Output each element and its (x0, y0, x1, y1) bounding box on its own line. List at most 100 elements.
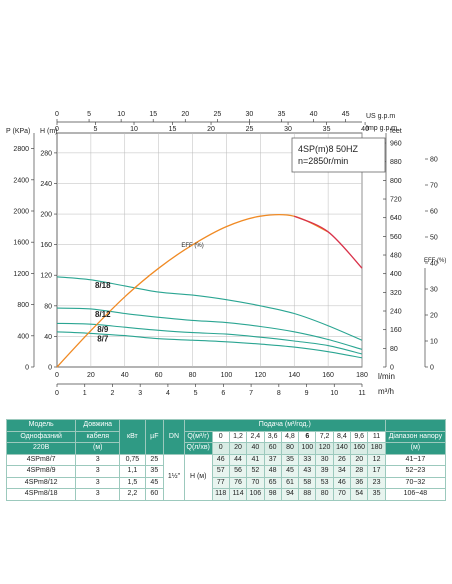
head-value: 20 (350, 453, 369, 466)
feet-tick-label: 160 (390, 327, 402, 334)
curve-8-12 (56, 307, 363, 350)
imp-gpm-tick-label: 10 (130, 126, 138, 133)
feet-tick-label: 560 (390, 234, 402, 241)
q-m3h-value: 1,2 (228, 430, 248, 443)
flow-m3h-tick-label: 1 (83, 390, 87, 397)
head-tick-label: 200 (40, 212, 52, 219)
imp-gpm-tick-label: 40 (361, 126, 369, 133)
head-value: 12 (367, 453, 386, 466)
curve-label-8-18: 8/18 (95, 281, 111, 290)
curve-8-18 (56, 276, 363, 341)
feet-tick-label: 720 (390, 197, 402, 204)
head-value: 44 (228, 453, 248, 466)
feet-tick-label: 240 (390, 309, 402, 316)
efficiency-tick-label: 50 (430, 235, 438, 242)
header-row-1: Модель Довжина кВт µF DN Подача (м³/год.… (5, 419, 447, 455)
feet-tick-label: 80 (390, 346, 398, 353)
flow-m3h-tick-label: 4 (166, 390, 170, 397)
pressure-axis-label: P (KPa) (6, 128, 30, 135)
flow-lmin-tick-label: 0 (55, 372, 59, 379)
pressure-tick-label: 2000 (13, 209, 29, 216)
header-row-3: 220В (м) Q(л/хв) 0 20 40 60 80 100 120 1… (5, 442, 447, 455)
q-lmin-value: 40 (246, 442, 265, 455)
cable-cell: 3 (75, 488, 121, 501)
imp-gpm-label: Imp g.p.m (366, 125, 397, 132)
q-lmin-value: 0 (211, 442, 230, 455)
flow-m3h-tick-label: 10 (330, 390, 338, 397)
model-cell: 4SPm8/12 (5, 476, 77, 489)
head-range-cell: 52~23 (384, 465, 447, 478)
us-gpm-tick-label: 0 (55, 111, 59, 118)
flow-m3h-tick-label: 2 (111, 390, 115, 397)
axes: 0 5 10 15 20 25 30 35 40 450 5 10 15 20 25 30 35 40040080… (13, 111, 437, 397)
imp-gpm-tick-label: 5 (94, 126, 98, 133)
feet-tick-label: 640 (390, 215, 402, 222)
flow-m3h-tick-label: 3 (138, 390, 142, 397)
q-lmin-value: 180 (367, 442, 386, 455)
head-value: 57 (211, 465, 230, 478)
efficiency-tick-label: 30 (430, 287, 438, 294)
q-lmin-value: 20 (228, 442, 248, 455)
imp-gpm-tick-label: 15 (169, 126, 177, 133)
head-value: 23 (367, 476, 386, 489)
voltage-header: 220В (5, 442, 77, 455)
q-m3h-value: 8,4 (332, 430, 352, 443)
imp-gpm-tick-label: 35 (323, 126, 331, 133)
us-gpm-tick-label: 35 (278, 111, 286, 118)
head-value: 61 (280, 476, 300, 489)
uf-cell: 35 (144, 465, 165, 478)
us-gpm-tick-label: 10 (117, 111, 125, 118)
q-lmin-value: 120 (315, 442, 334, 455)
head-tick-label: 240 (40, 181, 52, 188)
q-m3h-value: 6 (298, 430, 317, 443)
curve-label-8-12: 8/12 (95, 310, 111, 319)
head-value: 106 (246, 488, 265, 501)
feet-tick-label: 960 (390, 141, 402, 148)
head-value: 46 (211, 453, 230, 466)
imp-gpm-tick-label: 0 (55, 126, 59, 133)
head-value: 114 (228, 488, 248, 501)
feet-tick-label: 0 (390, 365, 394, 372)
specification-table: Модель Довжина кВт µF DN Подача (м³/год.… (5, 419, 447, 501)
model-header: Модель (5, 419, 77, 432)
q-m3h-value: 9,6 (350, 430, 369, 443)
feet-tick-label: 800 (390, 178, 402, 185)
uf-cell: 60 (144, 488, 165, 501)
q-lmin-value: 160 (350, 442, 369, 455)
us-gpm-tick-label: 20 (181, 111, 189, 118)
imp-gpm-tick-label: 20 (207, 126, 215, 133)
pump-performance-chart: 0 5 10 15 20 25 30 35 40 450 5 10 15 20 25 30 35 40040080… (6, 111, 446, 397)
head-value: 34 (332, 465, 352, 478)
us-gpm-tick-label: 40 (310, 111, 318, 118)
head-value: 76 (228, 476, 248, 489)
table-row: 4SPm8/7 3 0,75 25 1½" H (м) 46 44 41 37 … (5, 453, 447, 501)
flow-lmin-tick-label: 60 (155, 372, 163, 379)
pressure-tick-label: 2800 (13, 146, 29, 153)
q-m3h-value: 7,2 (315, 430, 334, 443)
kw-header: кВт (119, 419, 146, 455)
head-value: 41 (246, 453, 265, 466)
feet-tick-label: 320 (390, 290, 402, 297)
head-tick-label: 280 (40, 150, 52, 157)
us-gpm-tick-label: 30 (246, 111, 254, 118)
feet-axis-label: feet (390, 128, 402, 135)
head-value: 52 (246, 465, 265, 478)
head-value: 77 (211, 476, 230, 489)
flow-lmin-tick-label: 20 (87, 372, 95, 379)
flow-lmin-tick-label: 100 (221, 372, 233, 379)
head-range-unit: (м) (384, 442, 447, 455)
labels: 8/18 8/12 8/98/7 EFF (%) (95, 243, 204, 343)
curve-8-7 (56, 331, 363, 359)
head-value: 39 (315, 465, 334, 478)
flow-m3h-tick-label: 6 (221, 390, 225, 397)
head-tick-label: 80 (44, 303, 52, 310)
q-m3h-value: 11 (367, 430, 386, 443)
flow-m3h-tick-label: 5 (194, 390, 198, 397)
flow-lmin-label: l/min (378, 372, 395, 381)
efficiency-tick-label: 70 (430, 183, 438, 190)
q-lmin-value: 60 (263, 442, 282, 455)
flow-lmin-tick-label: 180 (356, 372, 368, 379)
us-gpm-tick-label: 45 (342, 111, 350, 118)
efficiency-curve-label: EFF (%) (181, 243, 203, 249)
us-gpm-tick-label: 15 (149, 111, 157, 118)
